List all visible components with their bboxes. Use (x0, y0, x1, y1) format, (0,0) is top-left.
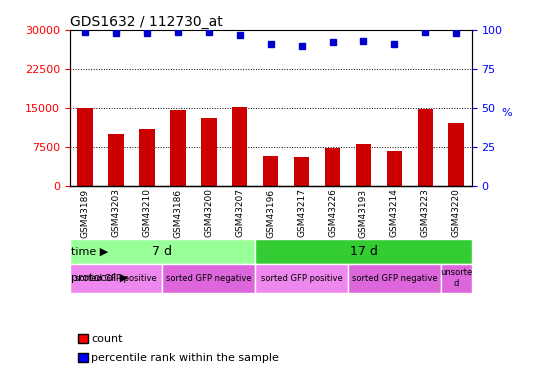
Text: GSM43200: GSM43200 (204, 188, 213, 237)
Text: GSM43196: GSM43196 (266, 188, 275, 237)
FancyBboxPatch shape (441, 264, 472, 292)
Text: sorted GFP negative: sorted GFP negative (166, 273, 251, 282)
Text: 17 d: 17 d (349, 245, 377, 258)
Text: count: count (91, 334, 123, 344)
Bar (201, 118, 217, 186)
Text: GSM43207: GSM43207 (235, 188, 244, 237)
Text: protocol ▶: protocol ▶ (71, 273, 129, 283)
Text: time ▶: time ▶ (71, 246, 108, 256)
Bar (263, 156, 278, 186)
Text: unsorte
d: unsorte d (440, 268, 472, 288)
FancyBboxPatch shape (255, 239, 472, 264)
FancyBboxPatch shape (348, 264, 441, 292)
Bar (139, 129, 155, 186)
Text: GSM43220: GSM43220 (452, 188, 461, 237)
Bar (77, 108, 93, 186)
Text: GSM43210: GSM43210 (143, 188, 152, 237)
Text: GSM43189: GSM43189 (80, 188, 90, 237)
Text: GSM43214: GSM43214 (390, 188, 399, 237)
Bar (356, 144, 371, 186)
Text: GSM43193: GSM43193 (359, 188, 368, 237)
FancyBboxPatch shape (70, 239, 255, 264)
Y-axis label: %: % (501, 108, 512, 118)
Bar (108, 134, 124, 186)
Bar (418, 110, 433, 186)
Bar (449, 123, 464, 186)
Text: GSM43203: GSM43203 (111, 188, 121, 237)
FancyBboxPatch shape (70, 264, 162, 292)
Text: GSM43186: GSM43186 (174, 188, 182, 237)
Text: percentile rank within the sample: percentile rank within the sample (91, 353, 279, 363)
Text: GSM43223: GSM43223 (421, 188, 430, 237)
Bar (294, 157, 309, 186)
Bar (386, 151, 402, 186)
Text: 7 d: 7 d (152, 245, 173, 258)
FancyBboxPatch shape (162, 264, 255, 292)
Text: GDS1632 / 112730_at: GDS1632 / 112730_at (70, 15, 222, 29)
Text: GSM43217: GSM43217 (297, 188, 306, 237)
FancyBboxPatch shape (255, 264, 348, 292)
Bar (232, 107, 248, 186)
Text: sorted GFP positive: sorted GFP positive (260, 273, 343, 282)
Text: sorted GFP positive: sorted GFP positive (75, 273, 157, 282)
Text: sorted GFP negative: sorted GFP negative (352, 273, 437, 282)
Bar (325, 148, 340, 186)
Text: GSM43226: GSM43226 (328, 188, 337, 237)
Bar (170, 111, 185, 186)
